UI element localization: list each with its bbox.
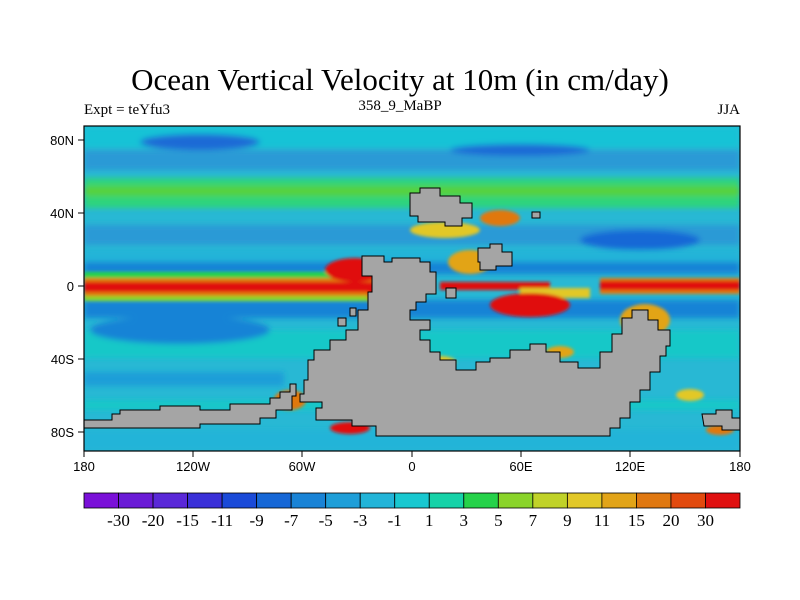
landmass-island-eq [445, 287, 457, 299]
colorbar-swatch [394, 492, 430, 509]
colorbar-level-label: -11 [211, 511, 234, 530]
y-tick-label: 0 [67, 279, 74, 294]
tick-marks [78, 139, 741, 457]
colorbar-level-label: 1 [425, 511, 434, 530]
x-tick-label: 60W [289, 459, 316, 474]
landmass-island-mid [477, 243, 513, 271]
x-tick-label: 180 [73, 459, 95, 474]
landmass-north [409, 187, 473, 227]
landmass-island-ne [531, 211, 541, 219]
landmass-islet-b [349, 307, 357, 317]
colorbar-level-label: 11 [593, 511, 611, 530]
colorbar-level-label: -20 [141, 511, 165, 530]
colorbar-level-label: 3 [459, 511, 469, 530]
landmass-southwest [84, 383, 297, 429]
colorbar-level-label: -1 [387, 511, 402, 530]
y-tick-label: 80S [51, 425, 74, 440]
y-tick-label: 40S [51, 352, 74, 367]
colorbar-swatch [670, 492, 706, 509]
velocity-field [84, 126, 740, 451]
x-tick-label: 120W [176, 459, 211, 474]
colorbar-swatch [566, 492, 603, 509]
colorbar-level-label: 5 [494, 511, 503, 530]
colorbar-swatch [532, 492, 568, 509]
colorbar [83, 492, 741, 509]
y-tick-label: 80N [50, 133, 74, 148]
colorbar-swatch [83, 492, 119, 509]
colorbar-swatch [290, 492, 327, 509]
experiment-label: Expt = teYfu3 [84, 102, 170, 118]
colorbar-level-label: -3 [353, 511, 368, 530]
landmass-southeast [701, 409, 740, 431]
colorbar-level-label: -5 [318, 511, 333, 530]
map-title: Ocean Vertical Velocity at 10m (in cm/da… [131, 62, 669, 97]
colorbar-swatch [705, 492, 741, 509]
colorbar-level-label: 9 [563, 511, 572, 530]
colorbar-swatch [601, 492, 637, 509]
landmass-gondwana [299, 255, 671, 437]
colorbar-swatch [428, 492, 465, 509]
landmass-islet-a [337, 317, 347, 327]
colorbar-swatch [636, 492, 672, 509]
colorbar-swatch [463, 492, 499, 509]
y-tick-label: 40N [50, 206, 74, 221]
x-tick-label: 60E [509, 459, 532, 474]
colorbar-level-label: -9 [249, 511, 264, 530]
colorbar-level-label: 7 [528, 511, 538, 530]
colorbar-swatch [221, 492, 258, 509]
x-tick-label: 120E [615, 459, 646, 474]
colorbar-swatch [187, 492, 223, 509]
colorbar-swatch [325, 492, 361, 509]
time-label: 358_9_MaBP [358, 98, 442, 114]
colorbar-level-label: 20 [662, 511, 680, 530]
colorbar-level-label: 15 [627, 511, 645, 530]
colorbar-level-label: -30 [107, 511, 130, 530]
colorbar-level-label: -7 [284, 511, 299, 530]
colorbar-swatch [497, 492, 534, 509]
x-tick-label: 180 [729, 459, 751, 474]
colorbar-level-label: -15 [176, 511, 199, 530]
colorbar-swatch [152, 492, 188, 509]
colorbar-swatch [118, 492, 154, 509]
colorbar-level-label: 30 [696, 511, 714, 530]
colorbar-swatch [256, 492, 292, 509]
land-masses [84, 187, 740, 437]
colorbar-swatch [359, 492, 396, 509]
season-label: JJA [717, 102, 740, 118]
x-tick-label: 0 [408, 459, 415, 474]
